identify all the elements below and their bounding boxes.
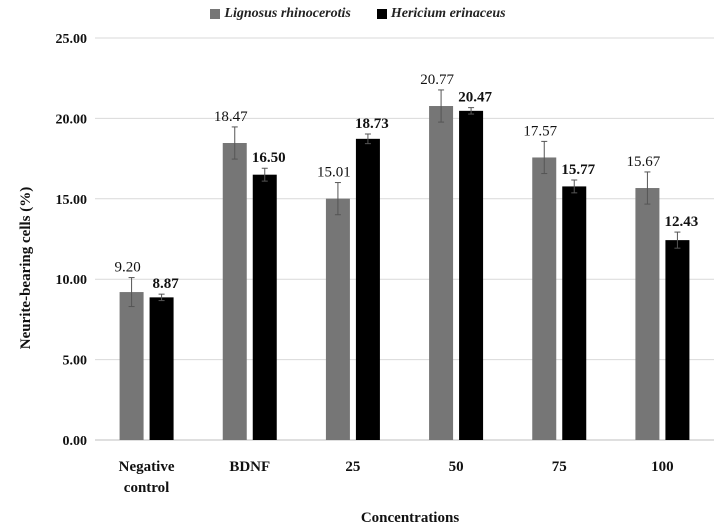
- data-label: 15.01: [317, 165, 351, 181]
- data-label: 15.77: [561, 162, 595, 178]
- x-tick-label: Negative control: [119, 459, 175, 496]
- bar: [325, 198, 350, 440]
- error-bar: [674, 231, 681, 249]
- x-tick-label: 100: [651, 459, 674, 475]
- bars: [119, 106, 690, 441]
- error-bar: [334, 182, 341, 216]
- data-label: 9.20: [114, 260, 140, 276]
- x-tick-labels: Negative control BDNF 25 50 75 100: [119, 459, 674, 496]
- error-bar: [438, 89, 445, 123]
- y-tick-label: 20.00: [56, 112, 88, 127]
- x-tick-label: 25: [345, 459, 360, 475]
- y-tick-label: 10.00: [56, 273, 88, 288]
- y-tick-label: 5.00: [63, 354, 88, 369]
- error-bar: [158, 293, 165, 302]
- bar: [635, 188, 660, 440]
- bar: [562, 186, 587, 440]
- y-tick-label: 25.00: [56, 32, 88, 47]
- y-tick-labels: 0.00 5.00 10.00 15.00 20.00 25.00: [56, 32, 88, 449]
- bar: [355, 138, 380, 440]
- legend-swatch-series-2: [376, 9, 387, 19]
- legend: Lignosus rhinocerotis Hericium erinaceus: [0, 6, 716, 22]
- data-label: 18.47: [214, 109, 248, 125]
- data-label: 12.43: [665, 214, 699, 230]
- bar: [252, 174, 277, 440]
- error-bars: [128, 89, 681, 308]
- x-tick-label: 75: [552, 459, 567, 475]
- bar: [222, 143, 247, 441]
- gridlines: [95, 37, 714, 361]
- data-label: 20.77: [420, 72, 454, 88]
- legend-item-series-2: Hericium erinaceus: [376, 6, 506, 22]
- data-label: 18.73: [355, 116, 389, 132]
- data-label: 20.47: [458, 90, 492, 106]
- error-bar: [128, 277, 135, 308]
- data-label: 15.67: [627, 154, 661, 170]
- y-tick-label: 0.00: [63, 434, 88, 449]
- error-bar: [644, 171, 651, 205]
- error-bar: [231, 126, 238, 160]
- data-label: 17.57: [523, 123, 557, 139]
- error-bar: [364, 133, 371, 145]
- bar: [532, 157, 557, 440]
- y-tick-label: 15.00: [56, 193, 88, 208]
- bar: [119, 292, 144, 440]
- y-axis-label: Neurite-bearing cells (%): [18, 187, 34, 349]
- x-axis-label: Concentrations: [361, 510, 459, 526]
- error-bar: [541, 140, 548, 175]
- legend-swatch-series-1: [210, 9, 221, 19]
- error-bar: [468, 107, 475, 115]
- bar: [149, 297, 174, 440]
- legend-label-series-2: Hericium erinaceus: [390, 6, 506, 21]
- data-label: 8.87: [152, 276, 179, 292]
- error-bar: [571, 179, 578, 194]
- bar: [459, 110, 484, 440]
- data-label: 16.50: [252, 150, 286, 166]
- x-tick-label: 50: [449, 459, 464, 475]
- bar: [429, 106, 454, 440]
- x-tick-label: BDNF: [229, 459, 270, 475]
- legend-label-series-1: Lignosus rhinocerotis: [224, 6, 351, 21]
- bar: [665, 240, 690, 440]
- legend-item-series-1: Lignosus rhinocerotis: [210, 6, 351, 22]
- error-bar: [261, 167, 268, 182]
